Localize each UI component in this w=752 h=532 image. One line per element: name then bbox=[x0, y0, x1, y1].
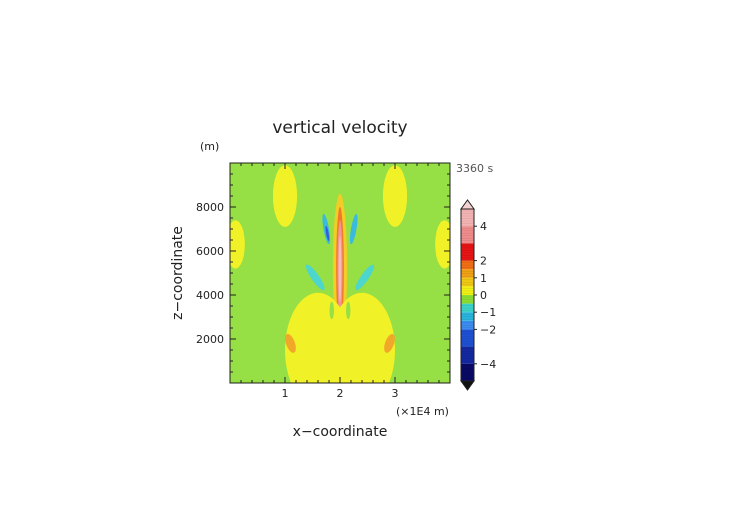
colorbar-tick-label: 0 bbox=[480, 289, 487, 302]
colorbar-tick-label: 1 bbox=[480, 272, 487, 285]
x-tick-label: 3 bbox=[392, 387, 399, 400]
x-tick-label: 1 bbox=[282, 387, 289, 400]
contour-region-9 bbox=[329, 292, 395, 383]
contour-fields bbox=[230, 165, 450, 383]
x-axis-ticks: 1 2 3 bbox=[240, 163, 440, 400]
colorbar-tick-label: −4 bbox=[480, 358, 496, 371]
x-unit-label: (×1E4 m) bbox=[396, 405, 449, 418]
x-axis-label: x−coordinate bbox=[293, 424, 388, 440]
contour-region-16 bbox=[384, 333, 395, 353]
colorbar-segment-6 bbox=[461, 295, 474, 304]
contour-region-6 bbox=[272, 165, 298, 227]
contour-region-11 bbox=[355, 264, 375, 291]
y-unit-label: (m) bbox=[200, 140, 219, 153]
y-tick-label: 4000 bbox=[196, 289, 224, 302]
contour-region-4 bbox=[230, 220, 245, 269]
contour-region-3 bbox=[338, 235, 342, 302]
colorbar-extend-min bbox=[460, 380, 475, 391]
y-tick-label: 2000 bbox=[196, 333, 224, 346]
colorbar-segment-2 bbox=[461, 329, 474, 347]
y-axis-label: z−coordinate bbox=[170, 226, 186, 320]
chart-title: vertical velocity bbox=[272, 118, 407, 138]
y-tick-label: 6000 bbox=[196, 245, 224, 258]
colorbar-segment-13 bbox=[461, 209, 474, 227]
colorbar-segment-7 bbox=[461, 286, 474, 295]
x-tick-label: 2 bbox=[337, 387, 344, 400]
contour-region-18 bbox=[346, 301, 351, 320]
colorbar-segment-10 bbox=[461, 260, 474, 270]
contour-region-15 bbox=[285, 333, 296, 353]
colorbar-tick-label: −1 bbox=[480, 306, 496, 319]
colorbar-segment-4 bbox=[461, 312, 474, 321]
plot-grid-texture bbox=[230, 163, 450, 383]
colorbar-tick-label: −2 bbox=[480, 323, 496, 336]
colorbar-segment-3 bbox=[461, 320, 474, 330]
colorbar-extend-max bbox=[460, 199, 475, 210]
y-tick-label: 8000 bbox=[196, 201, 224, 214]
colorbar-tick-label: 4 bbox=[480, 220, 487, 233]
contour-region-5 bbox=[435, 220, 450, 269]
contour-region-10 bbox=[305, 264, 325, 291]
contour-region-7 bbox=[382, 165, 408, 227]
colorbar-segment-8 bbox=[461, 277, 474, 287]
contour-region-13 bbox=[349, 213, 358, 245]
contour-region-14 bbox=[325, 225, 330, 241]
time-label: 3360 s bbox=[456, 162, 493, 175]
colorbar-segment-5 bbox=[461, 303, 474, 313]
colorbar-segment-12 bbox=[461, 226, 474, 244]
y-axis-ticks: 2000 4000 6000 8000 bbox=[196, 173, 450, 373]
contour-region-17 bbox=[329, 301, 334, 320]
colorbar-tick-label: 2 bbox=[480, 255, 487, 268]
colorbar: 4 2 1 0 −1 −2 −4 bbox=[460, 199, 496, 391]
colorbar-segment-11 bbox=[461, 243, 474, 261]
colorbar-segment-1 bbox=[461, 346, 474, 364]
colorbar-segment-9 bbox=[461, 269, 474, 278]
colorbar-segment-0 bbox=[461, 363, 474, 381]
plot-area: 1 2 3 2000 4000 6000 8000 bbox=[196, 162, 451, 400]
